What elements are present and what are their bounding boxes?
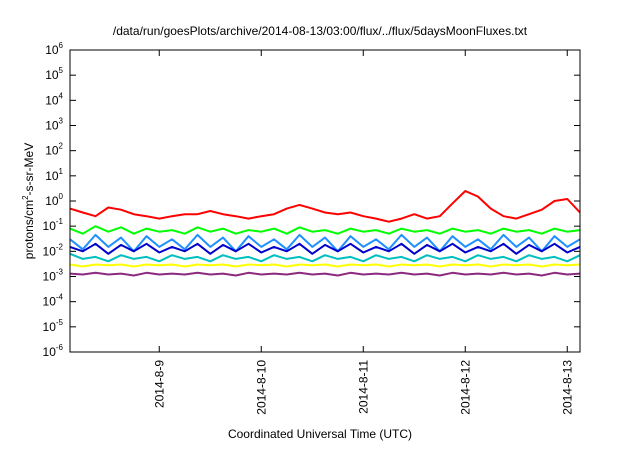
y-tick-label: 102: [45, 142, 63, 158]
y-tick-label-base: 10: [45, 68, 59, 82]
y-tick-label-exp: -5: [56, 318, 64, 327]
y-tick-label-exp: 5: [59, 66, 64, 75]
plot-frame: [69, 49, 581, 353]
series-layer: [69, 190, 581, 277]
y-tick-label: 10-3: [43, 268, 64, 284]
series-line-3: [69, 233, 581, 253]
series-line-5: [69, 252, 581, 263]
y-tick-label-base: 10: [45, 93, 59, 107]
x-axis-label: Coordinated Universal Time (UTC): [228, 427, 412, 441]
series-line-1: [69, 190, 581, 223]
x-axis-ticks: 2014-8-9 2014-8-10 2014-8-11 2014-8-12 2014-…: [152, 50, 574, 415]
y-axis-label: protons/cm2-s-sr-MeV: [21, 143, 36, 259]
series-line-4: [69, 242, 581, 255]
y-tick-label: 100: [45, 192, 63, 208]
y-tick-label-base: 10: [45, 144, 59, 158]
y-tick-label-exp: -3: [56, 268, 64, 277]
x-tick-label: 2014-8-13: [560, 360, 574, 415]
y-tick-label: 106: [45, 41, 63, 57]
x-tick-label: 2014-8-12: [458, 360, 472, 415]
y-tick-label-exp: -6: [56, 343, 64, 352]
x-tick-label: 2014-8-9: [152, 360, 166, 408]
series-line-6: [69, 263, 581, 268]
y-tick-label-base: 10: [43, 270, 57, 284]
y-tick-label: 104: [45, 91, 63, 107]
y-axis-label-base: protons/cm: [22, 200, 36, 259]
y-tick-label-base: 10: [45, 43, 59, 57]
y-tick-label-exp: 1: [59, 167, 64, 176]
y-tick-label-base: 10: [45, 119, 59, 133]
x-tick-label: 2014-8-11: [356, 360, 370, 414]
y-tick-label-base: 10: [43, 295, 57, 309]
y-tick-label: 101: [45, 167, 63, 183]
y-tick-label: 10-6: [43, 343, 64, 359]
series-line-7: [69, 271, 581, 277]
y-tick-label-base: 10: [43, 345, 57, 359]
y-tick-label: 105: [45, 66, 63, 82]
y-tick-label-base: 10: [43, 320, 57, 334]
y-tick-label-exp: 3: [59, 117, 64, 126]
x-tick-label: 2014-8-10: [254, 360, 268, 415]
y-tick-label-exp: 0: [59, 192, 64, 201]
y-axis-label-rest: -s-sr-MeV: [22, 143, 36, 196]
y-tick-label-exp: 6: [59, 41, 64, 50]
y-tick-label-base: 10: [43, 219, 57, 233]
y-tick-label-exp: -1: [56, 217, 64, 226]
y-tick-label: 10-4: [43, 293, 64, 309]
y-tick-label-base: 10: [45, 169, 59, 183]
chart-title: /data/run/goesPlots/archive/2014-08-13/0…: [113, 24, 528, 38]
y-tick-label-exp: 2: [59, 142, 64, 151]
y-tick-label-base: 10: [45, 194, 59, 208]
y-tick-label-base: 10: [43, 244, 57, 258]
y-tick-label: 103: [45, 117, 63, 133]
y-tick-label: 10-5: [43, 318, 64, 334]
y-axis-label-sup: 2: [21, 195, 30, 200]
series-line-2: [69, 225, 581, 235]
y-axis-ticks: 10-610-510-410-310-210-11001011021031041…: [43, 41, 580, 359]
y-tick-label: 10-1: [43, 217, 64, 233]
y-tick-label: 10-2: [43, 242, 64, 258]
y-tick-label-exp: -4: [56, 293, 64, 302]
y-tick-label-exp: 4: [59, 91, 64, 100]
y-tick-label-exp: -2: [56, 242, 64, 251]
